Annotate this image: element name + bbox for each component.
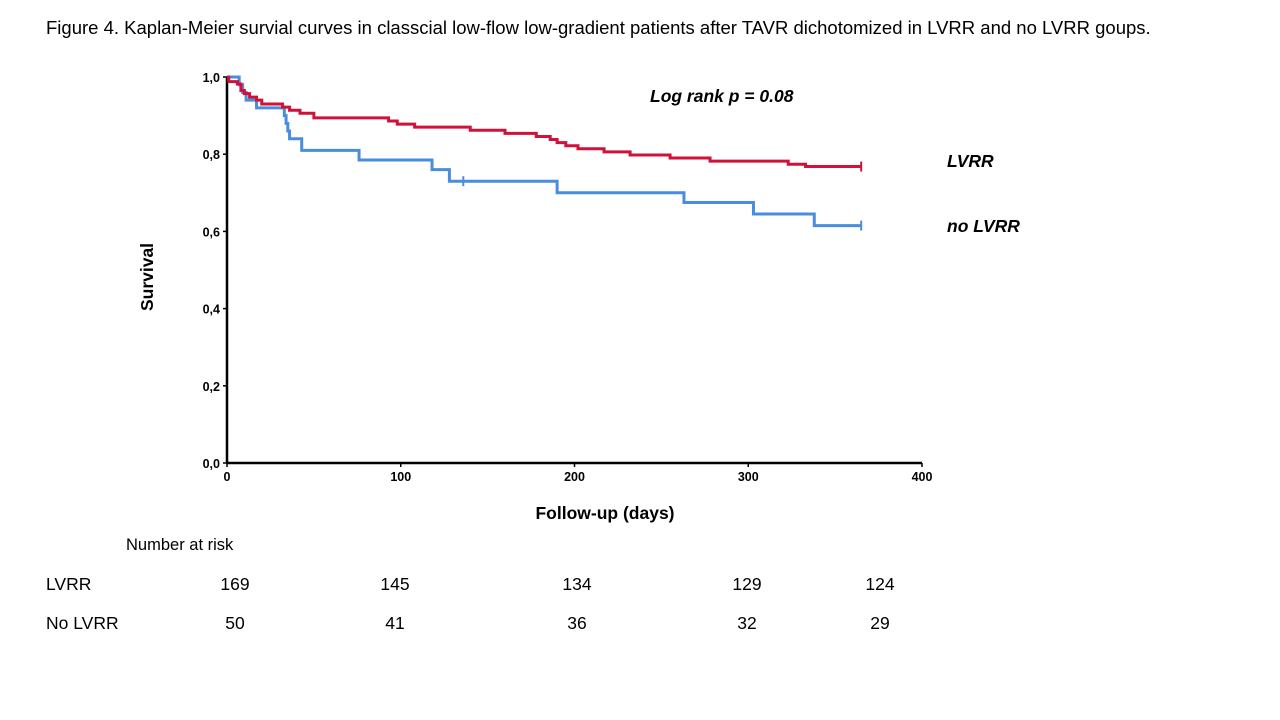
risk-value: 134	[562, 574, 592, 594]
chart-labels: Log rank p = 0.08 LVRR no LVRR Follow-up…	[137, 86, 1020, 523]
y-tick-label: 1,0	[203, 71, 220, 85]
risk-value: 50	[225, 613, 245, 633]
survival-curves	[227, 75, 863, 231]
y-axis-label: Survival	[137, 243, 157, 311]
risk-value: 41	[385, 613, 405, 633]
x-tick-label: 300	[738, 470, 759, 484]
series-label-no-lvrr: no LVRR	[947, 216, 1020, 236]
x-tick-label: 200	[564, 470, 585, 484]
x-axis-label: Follow-up (days)	[535, 503, 674, 523]
risk-value: 32	[737, 613, 757, 633]
series-label-lvrr: LVRR	[947, 151, 994, 171]
x-tick-label: 0	[224, 470, 231, 484]
km-curve-no-lvrr	[227, 75, 862, 228]
y-tick-label: 0,0	[203, 457, 220, 471]
chart-axes: 0 100 200 300 400 0,0 0,2 0,4 0,6 0,8 1,0	[203, 71, 933, 484]
risk-table-title: Number at risk	[126, 536, 234, 554]
risk-value: 124	[865, 574, 895, 594]
risk-value: 36	[567, 613, 587, 633]
risk-row-label-lvrr: LVRR	[46, 574, 92, 594]
risk-value: 145	[380, 574, 410, 594]
log-rank-annotation: Log rank p = 0.08	[650, 86, 794, 106]
x-tick-label: 100	[390, 470, 411, 484]
km-curve-lvrr	[227, 75, 862, 169]
risk-value: 169	[220, 574, 250, 594]
y-tick-label: 0,4	[203, 303, 220, 317]
y-tick-label: 0,8	[203, 148, 220, 162]
risk-row-label-no-lvrr: No LVRR	[46, 613, 119, 633]
risk-value: 129	[732, 574, 762, 594]
figure-caption: Figure 4. Kaplan-Meier survial curves in…	[46, 17, 1151, 38]
x-tick-label: 400	[912, 470, 933, 484]
y-tick-label: 0,6	[203, 225, 220, 239]
risk-value: 29	[870, 613, 890, 633]
y-tick-label: 0,2	[203, 380, 220, 394]
